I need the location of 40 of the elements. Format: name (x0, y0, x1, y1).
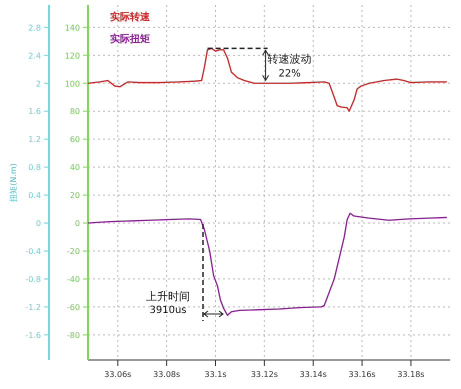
y-tick-label: 140 (64, 23, 80, 32)
line-series (87, 212, 448, 316)
y-tick-label: 120 (64, 51, 80, 60)
y2-tick-label: 2.4 (28, 51, 41, 60)
text: 实际扭矩 (110, 33, 150, 45)
y2-tick-label: -1.2 (25, 302, 41, 312)
x-tick-label: 33.1s (204, 370, 226, 379)
x-tick-label: 33.16s (348, 370, 376, 379)
y-tick-label: 60 (70, 135, 80, 144)
x-tick-label: 33.06s (104, 370, 132, 379)
y2-tick-label: 0.4 (28, 191, 41, 200)
y2-tick-label: 0 (36, 219, 41, 228)
annotation: 转速波动 (268, 52, 312, 66)
y2-tick-label: 2.8 (28, 23, 41, 32)
x-tick-label: 33.14s (300, 370, 327, 379)
y-tick-label: -80 (66, 330, 80, 340)
y2-tick-label: 1.2 (28, 135, 41, 144)
y2-tick-label: 1.6 (28, 107, 41, 116)
y-tick-label: 100 (64, 79, 80, 88)
text: 实际转速 (110, 11, 151, 23)
y2-tick-label: -1.6 (25, 330, 41, 340)
annotation: 22% (278, 68, 301, 80)
x-tick-label: 33.12s (250, 370, 278, 379)
y-tick-label: -60 (66, 302, 80, 312)
y2-tick-label: -0.8 (25, 274, 41, 284)
y-tick-label: 80 (70, 107, 80, 116)
y-tick-label: 0 (74, 219, 80, 228)
y-tick-label: 20 (70, 191, 80, 200)
y2-tick-label: 0.8 (28, 163, 41, 172)
annotation: 上升时间 (146, 290, 190, 303)
y-tick-label: -40 (66, 274, 80, 284)
annotation: 3910us (150, 305, 186, 316)
y-tick-label: -20 (66, 246, 80, 256)
y2-axis-title: 扭矩(N.m) (9, 163, 18, 202)
y2-tick-label: -0.4 (25, 246, 41, 256)
x-tick-label: 33.18s (397, 370, 424, 379)
y-tick-label: 40 (70, 163, 80, 172)
x-tick-label: 33.08s (153, 370, 180, 379)
line-series (87, 48, 448, 112)
y2-tick-label: 2 (36, 79, 41, 88)
